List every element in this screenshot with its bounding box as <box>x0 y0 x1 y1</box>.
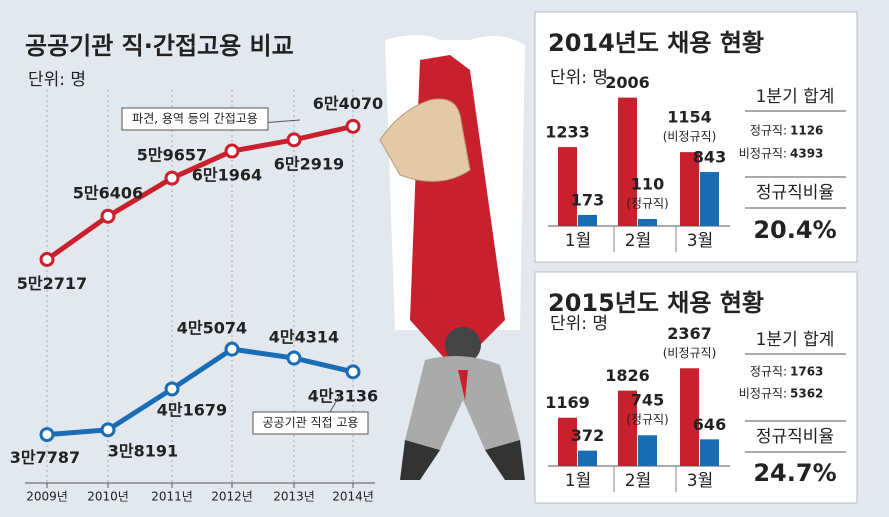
value-label: 6만1964 <box>192 166 262 185</box>
value-label: 4만1679 <box>157 400 227 419</box>
summary-label: 비정규직: <box>739 387 787 401</box>
value-label: 1154 <box>667 108 712 127</box>
series-label: (정규직) <box>626 196 668 210</box>
point <box>164 170 180 186</box>
hand <box>379 98 471 182</box>
callout-line <box>329 394 341 413</box>
value-label: 5만2717 <box>17 274 87 293</box>
bar <box>618 390 637 466</box>
x-tick-label: 2012년 <box>211 490 253 504</box>
point <box>286 132 302 148</box>
value-label: 173 <box>571 190 604 209</box>
summary-value: 4393 <box>790 147 823 161</box>
body <box>405 356 520 450</box>
series-label: (비정규직) <box>663 130 717 144</box>
summary-label: 정규직: <box>750 124 787 138</box>
legs <box>400 440 525 480</box>
point <box>224 341 240 357</box>
value-label: 6만4070 <box>313 94 383 113</box>
x-tick-label: 2월 <box>625 231 651 251</box>
summary-label: 정규직: <box>750 365 787 379</box>
bar <box>700 172 719 226</box>
illustration <box>379 35 525 480</box>
x-tick-label: 1월 <box>565 231 591 251</box>
callout-box <box>121 107 269 131</box>
x-tick-label: 2014년 <box>332 490 374 504</box>
value-label: 5만9657 <box>137 146 207 165</box>
value-label: 372 <box>571 426 604 445</box>
bar <box>558 147 577 226</box>
unit: 단위: 명 <box>550 314 608 334</box>
bar <box>700 439 719 466</box>
value-label: 2367 <box>667 324 712 343</box>
x-tick-label: 2013년 <box>273 490 315 504</box>
summary-value: 5362 <box>790 387 823 401</box>
small-tie <box>458 370 468 400</box>
point <box>286 350 302 366</box>
value-label: 843 <box>693 148 726 167</box>
value-label: 745 <box>631 391 664 410</box>
value-label: 110 <box>631 174 664 193</box>
bar <box>618 97 637 226</box>
summary-title: 1분기 합계 <box>756 87 835 107</box>
unit: 단위: 명 <box>28 70 86 90</box>
chart-title: 2014년도 채용 현황 <box>548 29 764 57</box>
chart-title: 2015년도 채용 현황 <box>548 289 764 317</box>
summary-value: 1763 <box>790 365 823 379</box>
bar <box>638 218 657 226</box>
summary-value: 1126 <box>790 124 823 138</box>
value-label: 3만7787 <box>10 448 80 467</box>
ratio: 24.7% <box>753 459 836 487</box>
point <box>345 364 361 380</box>
bar <box>680 368 699 466</box>
x-tick-label: 3월 <box>687 231 713 251</box>
summary-title: 1분기 합계 <box>756 330 835 350</box>
summary-label: 비정규직: <box>739 147 787 161</box>
ratio: 20.4% <box>753 216 836 244</box>
callout-box <box>252 411 369 435</box>
value-label: 5만6406 <box>73 184 143 203</box>
value-label: 4만5074 <box>177 319 247 338</box>
bar <box>680 152 699 226</box>
x-tick-label: 2011년 <box>151 490 193 504</box>
bar <box>638 435 657 466</box>
point <box>39 252 55 268</box>
legend-label: 공공기관 직접 고용 <box>263 416 359 430</box>
x-tick-label: 2010년 <box>87 490 129 504</box>
series-line <box>45 123 354 262</box>
value-label: 6만2919 <box>274 154 344 173</box>
x-tick-label: 1월 <box>565 471 591 491</box>
ratio-title: 정규직비율 <box>756 427 834 447</box>
series-line <box>46 346 354 438</box>
value-label: 3만8191 <box>108 441 178 460</box>
legend-label: 파견, 용역 등의 간접고용 <box>132 112 258 126</box>
ratio-title: 정규직비율 <box>756 183 834 203</box>
point <box>100 208 116 224</box>
x-tick-label: 3월 <box>687 471 713 491</box>
chart-title: 공공기관 직·간접고용 비교 <box>25 32 294 60</box>
unit: 단위: 명 <box>550 68 608 88</box>
x-tick-label: 2월 <box>625 471 651 491</box>
value-label: 1826 <box>605 366 650 385</box>
value-label: 2006 <box>605 73 650 92</box>
point <box>345 118 361 134</box>
bar <box>558 417 577 466</box>
value-label: 4만4314 <box>269 328 339 347</box>
point <box>100 422 116 438</box>
value-label: 4만3136 <box>308 386 378 405</box>
bar <box>578 450 597 466</box>
head <box>445 327 481 363</box>
x-tick-label: 2009년 <box>26 490 68 504</box>
point <box>224 143 240 159</box>
series-label: (정규직) <box>626 413 668 427</box>
bar <box>578 214 597 226</box>
value-label: 1169 <box>545 393 590 412</box>
point <box>164 381 180 397</box>
series-label: (비정규직) <box>663 346 717 360</box>
point <box>39 427 55 443</box>
value-label: 646 <box>693 415 726 434</box>
value-label: 1233 <box>545 123 590 142</box>
